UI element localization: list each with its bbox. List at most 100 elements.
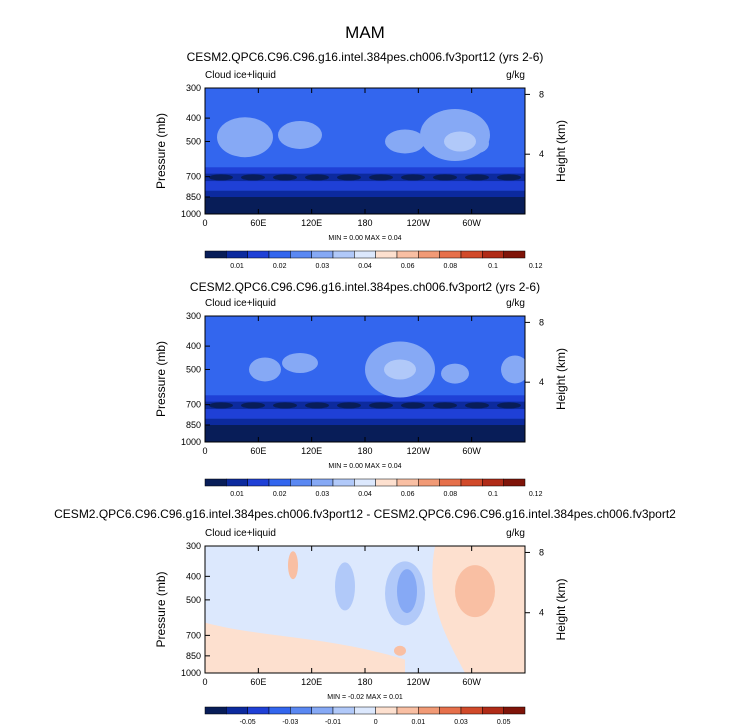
panel-2: CESM2.QPC6.C96.C96.g16.intel.384pes.ch00…: [154, 280, 568, 498]
y2-tick-label: 8: [539, 317, 544, 327]
y-tick-label: 850: [186, 420, 201, 430]
colorbar-swatch: [332, 478, 355, 487]
y-tick-label: 850: [186, 192, 201, 202]
colorbar-label: 0.08: [444, 263, 458, 270]
colorbar-swatch: [396, 706, 419, 715]
colorbar-label: 0.04: [358, 263, 372, 270]
y-tick-label: 1000: [181, 437, 201, 447]
field-label: Cloud ice+liquid: [205, 70, 276, 81]
colorbar-label: 0.02: [273, 491, 287, 498]
y2-tick-label: 4: [539, 377, 544, 387]
colorbar-swatch: [396, 478, 419, 487]
colorbar-swatch: [418, 706, 440, 715]
colorbar-swatch: [226, 250, 248, 259]
y2-tick-label: 4: [539, 149, 544, 159]
colorbar-swatch: [375, 250, 398, 259]
units-label: g/kg: [506, 528, 525, 539]
colorbar-swatch: [290, 706, 312, 715]
colorbar-swatch: [268, 478, 291, 487]
x-tick-label: 0: [202, 446, 207, 456]
y-tick-label: 1000: [181, 209, 201, 219]
plot-area: [204, 87, 526, 215]
colorbar-label: 0.08: [444, 491, 458, 498]
y-tick-label: 1000: [181, 668, 201, 678]
y-tick-label: 300: [186, 83, 201, 93]
colorbar-swatch: [439, 250, 462, 259]
colorbar-swatch: [375, 706, 398, 715]
field-label: Cloud ice+liquid: [205, 298, 276, 309]
colorbar-label: 0.1: [488, 491, 498, 498]
colorbar-swatch: [439, 478, 462, 487]
x-tick-label: 180: [357, 677, 372, 687]
colorbar-swatch: [375, 478, 398, 487]
colorbar-label: 0.02: [273, 263, 287, 270]
colorbar-swatch: [503, 706, 526, 715]
x-tick-label: 120W: [407, 218, 431, 228]
colorbar-swatch: [418, 478, 440, 487]
colorbar-label: 0.04: [358, 491, 372, 498]
x-tick-label: 60E: [250, 218, 266, 228]
panels: CESM2.QPC6.C96.C96.g16.intel.384pes.ch00…: [54, 50, 676, 726]
y-tick-label: 700: [186, 630, 201, 640]
colorbar-label: 0.01: [412, 719, 426, 726]
colorbar: 0.01 0.02 0.03 0.04 0.06 0.08 0.1 0.12: [204, 478, 543, 498]
field-label: Cloud ice+liquid: [205, 528, 276, 539]
panel-3: CESM2.QPC6.C96.C96.g16.intel.384pes.ch00…: [54, 507, 676, 726]
plot-area: [204, 545, 526, 674]
colorbar-label: 0.12: [529, 491, 543, 498]
y-tick-label: 400: [186, 571, 201, 581]
min-max-stats: MIN = 0.00 MAX = 0.04: [328, 463, 401, 470]
colorbar-swatch: [268, 250, 291, 259]
colorbar-label: 0.01: [230, 263, 244, 270]
colorbar-swatch: [460, 706, 483, 715]
colorbar-swatch: [396, 250, 419, 259]
colorbar-swatch: [226, 478, 248, 487]
y-tick-label: 300: [186, 541, 201, 551]
contour-fill: [205, 88, 525, 214]
colorbar-swatch: [204, 478, 227, 487]
colorbar-label: 0.12: [529, 263, 543, 270]
min-max-stats: MIN = 0.00 MAX = 0.04: [328, 235, 401, 242]
y-tick-label: 850: [186, 651, 201, 661]
y-tick-label: 300: [186, 311, 201, 321]
colorbar-label: 0.01: [230, 491, 244, 498]
colorbar-label: 0.05: [497, 719, 511, 726]
colorbar-label: -0.03: [282, 719, 298, 726]
colorbar-label: 0.03: [454, 719, 468, 726]
y2-axis-label: Height (km): [554, 578, 568, 640]
colorbar-label: 0.03: [316, 263, 330, 270]
panel-1: CESM2.QPC6.C96.C96.g16.intel.384pes.ch00…: [154, 50, 568, 270]
x-tick-label: 60E: [250, 677, 266, 687]
colorbar-swatch: [439, 706, 462, 715]
units-label: g/kg: [506, 298, 525, 309]
colorbar-swatch: [354, 706, 376, 715]
y-tick-label: 500: [186, 595, 201, 605]
x-tick-label: 180: [357, 446, 372, 456]
colorbar-label: -0.05: [240, 719, 256, 726]
panel-title: CESM2.QPC6.C96.C96.g16.intel.384pes.ch00…: [187, 50, 544, 64]
y-tick-label: 400: [186, 341, 201, 351]
colorbar-label: 0: [374, 719, 378, 726]
y-tick-label: 400: [186, 113, 201, 123]
colorbar-swatch: [311, 706, 334, 715]
colorbar: 0.01 0.02 0.03 0.04 0.06 0.08 0.1 0.12: [204, 250, 543, 270]
contour-fill: [205, 316, 525, 442]
y-axis-label: Pressure (mb): [154, 113, 168, 189]
x-tick-label: 180: [357, 218, 372, 228]
y-axis-label: Pressure (mb): [154, 571, 168, 647]
colorbar-swatch: [482, 250, 504, 259]
units-label: g/kg: [506, 70, 525, 81]
y2-tick-label: 4: [539, 608, 544, 618]
colorbar-swatch: [503, 250, 526, 259]
x-tick-label: 120W: [407, 677, 431, 687]
colorbar-swatch: [204, 706, 227, 715]
min-max-stats: MIN = -0.02 MAX = 0.01: [327, 694, 403, 701]
colorbar-swatch: [268, 706, 291, 715]
y-tick-label: 500: [186, 364, 201, 374]
colorbar-swatch: [290, 478, 312, 487]
y2-tick-label: 8: [539, 89, 544, 99]
y-tick-label: 500: [186, 136, 201, 146]
figure-title: MAM: [345, 23, 385, 42]
x-tick-label: 0: [202, 677, 207, 687]
